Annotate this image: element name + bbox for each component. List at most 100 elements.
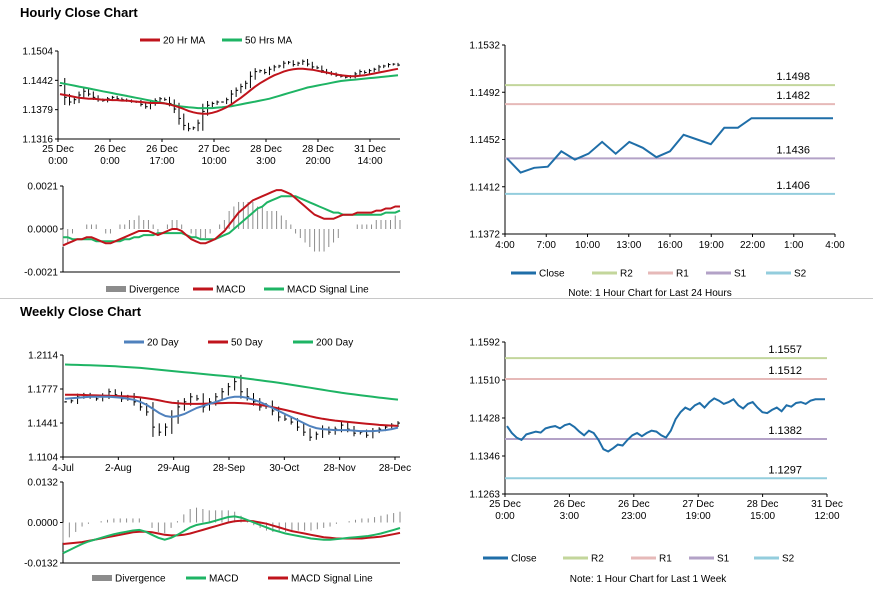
weekly-price-xtick-label: 4-Jul: [52, 463, 74, 474]
weekly-ma50-line: [65, 393, 399, 427]
weekly-price-xtick-label: 28-Dec: [379, 463, 411, 474]
hourly-price-xtick-label: 14:00: [357, 156, 382, 167]
hourly-levels-close-legend-label: Close: [539, 269, 565, 280]
hourly-section-title: Hourly Close Chart: [20, 5, 138, 20]
weekly-levels-xtick-label: 23:00: [621, 511, 646, 522]
weekly-macd-legend-label: MACD: [209, 574, 238, 585]
weekly-levels-xtick-label: 19:00: [686, 511, 711, 522]
weekly-levels-close-legend-label: Close: [511, 554, 537, 565]
weekly-price-xtick-label: 28-Sep: [213, 463, 246, 474]
hourly-levels-close-line: [506, 117, 833, 174]
hourly-price-xtick-label: 31 Dec: [354, 144, 386, 155]
hourly-price-xtick-label: 10:00: [201, 156, 226, 167]
weekly-levels-level-label-r1: 1.1512: [768, 365, 802, 377]
hourly-price-ytick-label: 1.1379: [22, 105, 53, 116]
hourly-levels-xtick-label: 1:00: [784, 240, 804, 251]
hourly-levels-s2-legend-label: S2: [794, 269, 807, 280]
hourly-ma50-line: [59, 74, 399, 110]
weekly-levels-ytick-label: 1.1592: [469, 338, 500, 349]
hourly-levels-ytick-label: 1.1532: [469, 41, 500, 52]
weekly-section-title: Weekly Close Chart: [20, 304, 142, 319]
weekly-macd-signal-line: [62, 519, 401, 545]
hourly-price-xtick-label: 0:00: [100, 156, 120, 167]
weekly-signal-legend-label: MACD Signal Line: [291, 574, 373, 585]
hourly-levels-ytick-label: 1.1372: [469, 230, 500, 241]
hourly-macd-ytick-label: 0.0000: [27, 225, 58, 236]
weekly-price-xtick-label: 28-Nov: [324, 463, 356, 474]
weekly-levels-xtick-label: 26 Dec: [554, 499, 586, 510]
weekly-price-ytick-label: 1.1104: [28, 453, 58, 464]
weekly-price-ytick-label: 1.1777: [27, 385, 58, 396]
hourly-levels-level-label-s2: 1.1406: [776, 180, 810, 192]
weekly-levels-ytick-label: 1.1510: [469, 376, 500, 387]
hourly-price-xtick-label: 28 Dec: [250, 144, 282, 155]
weekly-divergence-legend-label: Divergence: [115, 574, 166, 585]
hourly-levels-s1-legend-label: S1: [734, 269, 747, 280]
weekly-levels-level-label-s1: 1.1382: [768, 425, 802, 437]
hourly-levels-xtick-label: 13:00: [616, 240, 641, 251]
weekly-macd-ytick-label: 0.0132: [27, 478, 58, 489]
hourly-levels-ytick-label: 1.1492: [469, 88, 500, 99]
hourly-price-xtick-label: 25 Dec: [42, 144, 74, 155]
hourly-price-xtick-label: 17:00: [149, 156, 174, 167]
weekly-macd-ytick-label: -0.0132: [24, 559, 58, 570]
hourly-levels-xtick-label: 19:00: [699, 240, 724, 251]
weekly-macd-ytick-label: 0.0000: [27, 518, 58, 529]
weekly-levels-level-label-r2: 1.1557: [768, 344, 802, 356]
hourly-levels-r1-legend-label: R1: [676, 269, 689, 280]
hourly-price-ytick-label: 1.1504: [22, 47, 53, 58]
hourly-price-xtick-label: 28 Dec: [302, 144, 334, 155]
weekly-levels-xtick-label: 28 Dec: [747, 499, 779, 510]
hourly-levels-xtick-label: 7:00: [537, 240, 557, 251]
weekly-price-xtick-label: 2-Aug: [105, 463, 132, 474]
weekly-price-ytick-label: 1.1441: [27, 419, 58, 430]
weekly-divergence-legend-swatch: [92, 575, 112, 581]
hourly-price-xtick-label: 26 Dec: [94, 144, 126, 155]
weekly-ma200-line: [64, 363, 399, 401]
hourly-macd-ytick-label: 0.0021: [27, 182, 58, 193]
weekly-levels-ytick-label: 1.1428: [469, 414, 500, 425]
hourly-levels-level-label-r1: 1.1482: [776, 90, 810, 102]
hourly-levels-ytick-label: 1.1412: [469, 182, 500, 193]
weekly-macd-macd-line: [62, 515, 401, 555]
hourly-price-xtick-label: 3:00: [256, 156, 276, 167]
hourly-levels-xtick-label: 10:00: [575, 240, 600, 251]
hourly-macd-ytick-label: -0.0021: [24, 268, 58, 279]
weekly-levels-xtick-label: 0:00: [495, 511, 515, 522]
weekly-levels-s1-legend-label: S1: [717, 554, 730, 565]
weekly-levels-r2-legend-label: R2: [591, 554, 604, 565]
hourly-divergence-legend-label: Divergence: [129, 285, 180, 296]
weekly-price-ytick-label: 1.2114: [28, 351, 58, 362]
weekly-levels-xtick-label: 27 Dec: [682, 499, 714, 510]
hourly-ma20-line: [59, 67, 399, 115]
weekly-ma20-line: [64, 395, 399, 433]
weekly-levels-ytick-label: 1.1346: [469, 452, 500, 463]
weekly-levels-level-label-s2: 1.1297: [768, 464, 802, 476]
weekly-price-xtick-label: 30-Oct: [269, 463, 299, 474]
hourly-price-xtick-label: 27 Dec: [198, 144, 230, 155]
weekly-levels-xtick-label: 12:00: [814, 511, 839, 522]
weekly-levels-xtick-label: 3:00: [560, 511, 580, 522]
hourly-signal-legend-label: MACD Signal Line: [287, 285, 369, 296]
hourly-price-ytick-label: 1.1316: [22, 135, 53, 146]
weekly-levels-xtick-label: 31 Dec: [811, 499, 843, 510]
hourly-ma20-legend-label: 20 Hr MA: [163, 36, 206, 47]
weekly-levels-xtick-label: 15:00: [750, 511, 775, 522]
hourly-macd-legend-label: MACD: [216, 285, 245, 296]
hourly-levels-level-label-r2: 1.1498: [776, 71, 810, 83]
hourly-levels-xtick-label: 16:00: [657, 240, 682, 251]
hourly-ma50-legend-label: 50 Hrs MA: [245, 36, 293, 47]
weekly-ma50-legend-label: 50 Day: [231, 338, 263, 349]
weekly-levels-xtick-label: 26 Dec: [618, 499, 650, 510]
hourly-levels-xtick-label: 22:00: [740, 240, 765, 251]
hourly-levels-ytick-label: 1.1452: [469, 135, 500, 146]
weekly-levels-ytick-label: 1.1263: [469, 490, 500, 501]
weekly-levels-r1-legend-label: R1: [659, 554, 672, 565]
hourly-levels-xtick-label: 4:00: [825, 240, 845, 251]
hourly-levels-note: Note: 1 Hour Chart for Last 24 Hours: [568, 288, 731, 299]
hourly-price-xtick-label: 20:00: [305, 156, 330, 167]
hourly-price-ytick-label: 1.1442: [22, 76, 53, 87]
weekly-price-xtick-label: 29-Aug: [158, 463, 190, 474]
weekly-levels-close-line: [506, 397, 825, 453]
